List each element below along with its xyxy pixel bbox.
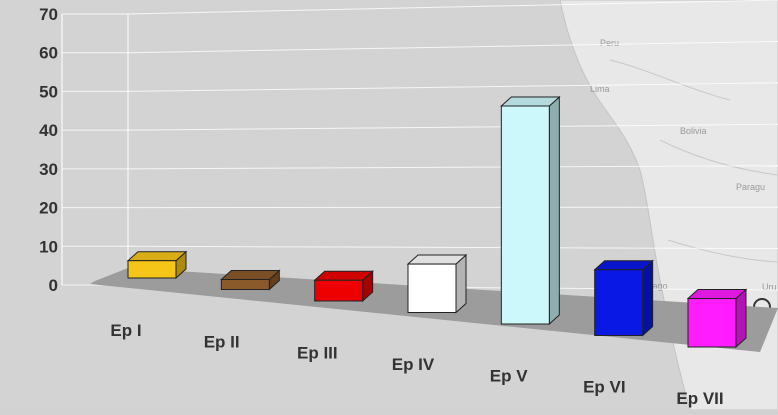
bar-top-face xyxy=(408,255,466,264)
bar xyxy=(688,290,746,347)
bar-side-face xyxy=(456,255,466,312)
bar xyxy=(315,271,373,301)
bar-top-face xyxy=(128,252,186,261)
bar xyxy=(221,271,279,290)
bar xyxy=(595,261,653,336)
bar-front-face xyxy=(128,261,176,278)
bar-front-face xyxy=(221,280,269,290)
y-tick-label: 20 xyxy=(39,199,58,218)
bar-top-face xyxy=(221,271,279,280)
y-tick-label: 70 xyxy=(39,5,58,24)
y-tick-label: 10 xyxy=(39,237,58,256)
bar-top-face xyxy=(595,261,653,270)
bar-front-face xyxy=(408,264,456,312)
bar xyxy=(501,97,559,324)
y-tick-label: 50 xyxy=(39,82,58,101)
bar-top-face xyxy=(315,271,373,280)
y-tick-label: 30 xyxy=(39,160,58,179)
y-tick-label: 40 xyxy=(39,121,58,140)
map-label-uruguay: Uru xyxy=(762,282,777,292)
map-label-paraguay: Paragu xyxy=(736,182,765,192)
bar-front-face xyxy=(501,106,549,324)
x-tick-label: Ep IV xyxy=(392,355,435,374)
bar xyxy=(408,255,466,312)
x-tick-label: Ep VII xyxy=(676,389,723,408)
x-tick-label: Ep III xyxy=(297,344,338,363)
y-tick-label: 0 xyxy=(49,276,58,295)
bar-front-face xyxy=(595,270,643,336)
bar-side-face xyxy=(736,290,746,347)
x-tick-label: Ep I xyxy=(110,321,141,340)
bar-side-face xyxy=(643,261,653,336)
bar-top-face xyxy=(688,290,746,299)
x-tick-label: Ep V xyxy=(490,366,528,385)
bar-top-face xyxy=(501,97,559,106)
bar-front-face xyxy=(315,280,363,301)
map-label-bolivia: Bolivia xyxy=(680,126,707,136)
y-tick-label: 60 xyxy=(39,44,58,63)
map-label-peru: Peru xyxy=(600,38,619,48)
x-tick-label: Ep II xyxy=(204,332,240,351)
bar-front-face xyxy=(688,299,736,347)
bar-side-face xyxy=(549,97,559,324)
bar xyxy=(128,252,186,278)
x-tick-label: Ep VI xyxy=(583,378,626,397)
